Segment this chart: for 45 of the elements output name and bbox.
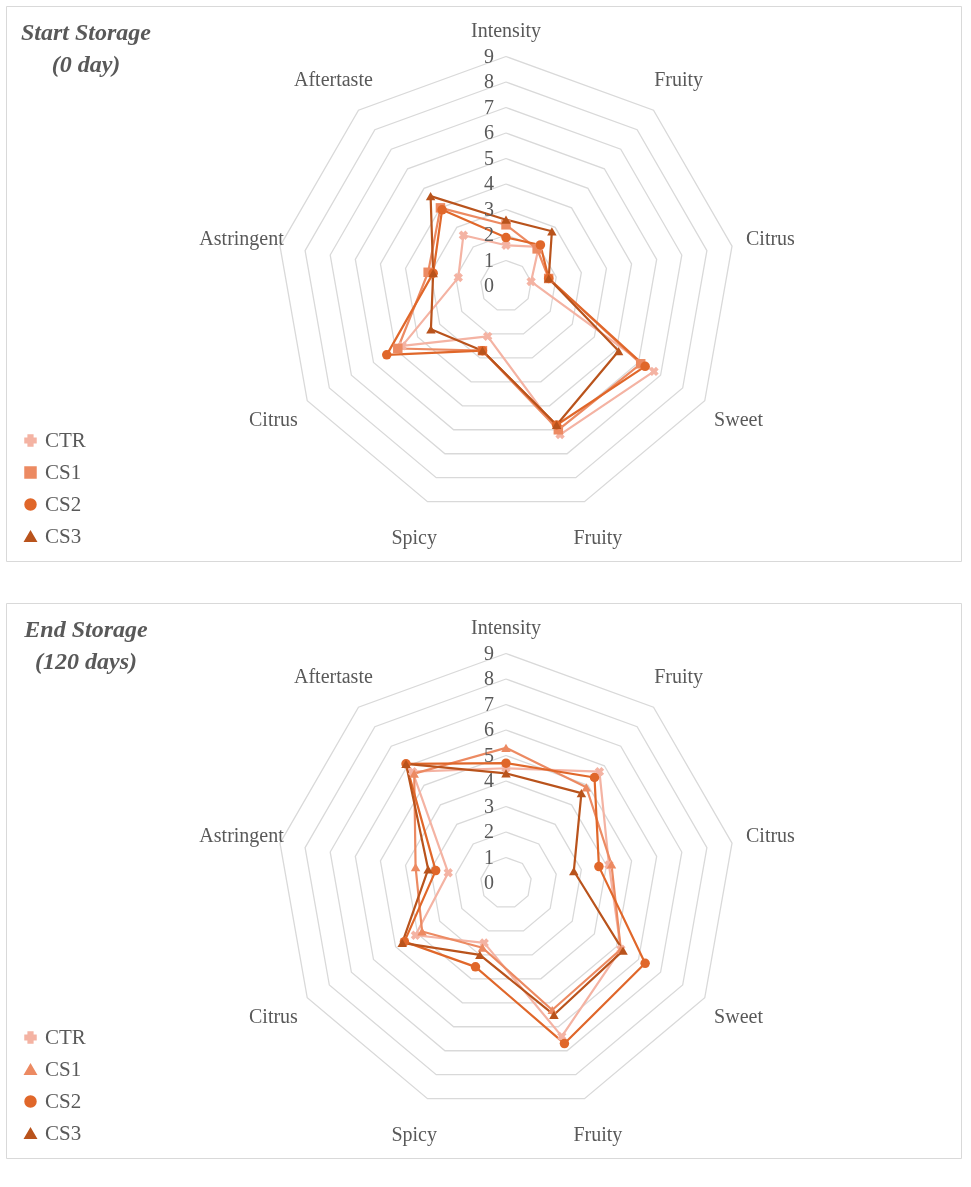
spoke-label: Sweet bbox=[714, 408, 764, 431]
spoke-label: Fruity bbox=[654, 68, 704, 92]
spoke-label: Citrus bbox=[249, 408, 299, 431]
spoke-label: Spicy bbox=[391, 1123, 437, 1147]
legend-label: CS3 bbox=[45, 1120, 82, 1145]
text: Start Storage (0 day) bbox=[20, 19, 152, 77]
text: End Storage (120 days) bbox=[23, 616, 149, 674]
spoke-label: Fruity bbox=[573, 1123, 623, 1147]
legend-label: CTR bbox=[45, 427, 86, 452]
y-tick-label: 8 bbox=[484, 70, 494, 92]
spoke-label: Intensity bbox=[471, 616, 541, 640]
spoke-label: Sweet bbox=[714, 1005, 764, 1028]
y-tick-label: 5 bbox=[484, 146, 494, 169]
spoke-label: Astringent bbox=[199, 227, 285, 251]
y-tick-label: 6 bbox=[484, 718, 494, 740]
spoke-label: Astringent bbox=[199, 824, 285, 848]
spoke-label: Citrus bbox=[249, 1005, 299, 1028]
spoke-label: Citrus bbox=[745, 824, 796, 847]
y-tick-label: 2 bbox=[484, 820, 494, 842]
spoke-label: Fruity bbox=[654, 665, 704, 689]
y-tick-label: 7 bbox=[484, 692, 494, 715]
spoke-label: Aftertaste bbox=[293, 68, 373, 91]
y-tick-label: 8 bbox=[484, 667, 494, 689]
y-tick-label: 7 bbox=[484, 95, 494, 118]
y-tick-label: 3 bbox=[484, 794, 494, 817]
spoke-label: Fruity bbox=[573, 526, 623, 550]
y-tick-label: 1 bbox=[484, 248, 494, 271]
y-tick-label: 6 bbox=[484, 121, 494, 143]
spoke-label: Citrus bbox=[745, 227, 796, 250]
legend-label: CS1 bbox=[45, 1056, 82, 1081]
y-tick-label: 0 bbox=[484, 274, 494, 296]
legend-label: CTR bbox=[45, 1024, 86, 1049]
y-tick-label: 9 bbox=[484, 44, 494, 67]
legend-label: CS3 bbox=[45, 523, 82, 548]
legend-label: CS2 bbox=[45, 491, 82, 516]
spoke-label: Spicy bbox=[391, 526, 437, 550]
y-tick-label: 4 bbox=[484, 172, 494, 194]
y-tick-label: 1 bbox=[484, 845, 494, 868]
legend-label: CS2 bbox=[45, 1088, 82, 1113]
y-tick-label: 4 bbox=[484, 769, 494, 791]
spoke-label: Intensity bbox=[471, 19, 541, 43]
legend-label: CS1 bbox=[45, 459, 82, 484]
y-tick-label: 9 bbox=[484, 641, 494, 664]
spoke-label: Aftertaste bbox=[293, 665, 373, 688]
y-tick-label: 0 bbox=[484, 871, 494, 893]
